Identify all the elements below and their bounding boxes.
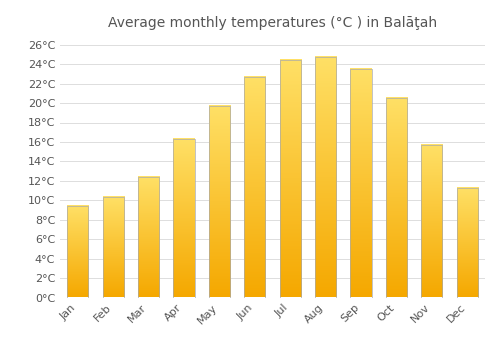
Bar [244,77,266,298]
Bar [456,188,478,298]
Bar [174,139,195,298]
Bar [280,60,301,298]
Title: Average monthly temperatures (°C ) in Balāţah: Average monthly temperatures (°C ) in Ba… [108,16,437,30]
Bar [67,206,88,298]
Bar [350,69,372,298]
Bar [421,145,442,298]
Bar [209,106,230,298]
Bar [138,177,159,298]
Bar [386,98,407,298]
Bar [102,197,124,298]
Bar [315,57,336,298]
